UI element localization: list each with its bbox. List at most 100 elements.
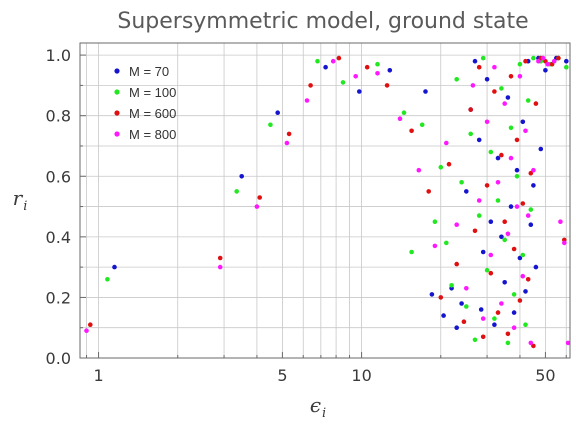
chart-title: Supersymmetric model, ground state: [117, 9, 528, 34]
plot-frame: [79, 42, 571, 359]
data-point: [523, 58, 528, 64]
x-axis-label-sub: i: [322, 406, 326, 421]
data-point: [511, 292, 517, 297]
data-point: [514, 137, 520, 143]
data-point: [528, 207, 534, 212]
data-point: [523, 289, 528, 294]
data-point: [470, 83, 476, 88]
data-point: [268, 122, 273, 128]
legend-marker: [114, 110, 120, 116]
data-point: [517, 61, 523, 67]
series-4: [84, 55, 571, 346]
data-point: [514, 204, 520, 209]
data-point: [508, 204, 514, 209]
data-point: [476, 198, 482, 203]
data-point: [525, 98, 531, 103]
series-1: [112, 55, 569, 331]
data-point: [505, 95, 511, 100]
data-point: [330, 58, 336, 64]
data-point: [468, 131, 474, 137]
data-points: [84, 55, 571, 349]
data-point: [545, 61, 550, 67]
data-point: [536, 58, 541, 64]
data-point: [446, 161, 452, 167]
legend-item: M = 600: [114, 106, 176, 121]
data-point: [112, 264, 117, 270]
data-point: [84, 328, 89, 334]
data-point: [492, 322, 497, 328]
data-point: [438, 295, 444, 300]
data-point: [488, 252, 494, 258]
data-point: [502, 237, 508, 243]
data-point: [499, 234, 504, 240]
data-point: [531, 343, 536, 349]
data-point: [454, 261, 460, 267]
data-point: [517, 298, 523, 303]
data-point: [375, 71, 380, 76]
data-point: [472, 58, 478, 64]
data-point: [520, 201, 526, 206]
x-tick-label: 50: [535, 366, 555, 385]
data-point: [531, 167, 536, 173]
legend-marker: [114, 131, 120, 137]
data-point: [525, 277, 531, 282]
data-point: [520, 119, 526, 125]
y-axis-label-main: r: [13, 186, 24, 210]
legend: M = 70 M = 100 M = 600 M = 800: [114, 64, 176, 142]
data-point: [495, 155, 501, 161]
data-point: [562, 240, 567, 246]
data-point: [480, 249, 486, 255]
data-point: [387, 68, 393, 73]
legend-item: M = 70: [114, 64, 169, 79]
data-point: [533, 264, 539, 270]
legend-label: M = 600: [129, 106, 176, 121]
data-point: [254, 204, 260, 209]
data-point: [505, 231, 511, 237]
data-point: [217, 255, 223, 261]
axis-ticks: [80, 54, 567, 359]
data-point: [538, 146, 544, 152]
y-tick-label: 0.2: [46, 288, 71, 307]
data-point: [468, 107, 474, 112]
data-point: [508, 125, 514, 131]
data-point: [478, 307, 484, 312]
data-point: [492, 89, 497, 94]
data-point: [423, 89, 428, 94]
x-tick-label: 1: [93, 366, 103, 385]
data-point: [401, 110, 407, 115]
data-point: [564, 64, 569, 70]
data-point: [461, 319, 467, 325]
data-point: [495, 198, 501, 203]
data-point: [488, 149, 494, 155]
data-point: [492, 316, 497, 321]
data-point: [531, 183, 536, 188]
data-point: [472, 337, 478, 343]
data-point: [531, 55, 536, 61]
data-point: [88, 322, 93, 328]
data-point: [239, 174, 244, 179]
data-point: [397, 116, 403, 121]
data-point: [511, 325, 517, 331]
data-point: [315, 58, 320, 64]
data-point: [514, 167, 520, 173]
data-point: [517, 255, 523, 261]
y-tick-label: 0.8: [46, 107, 71, 126]
data-point: [438, 164, 444, 170]
data-point: [508, 155, 514, 161]
data-point: [304, 98, 310, 103]
data-point: [472, 228, 478, 234]
data-point: [564, 58, 569, 64]
data-point: [499, 86, 504, 91]
data-point: [234, 189, 239, 194]
data-point: [540, 55, 546, 61]
data-point: [449, 283, 454, 288]
data-point: [495, 310, 501, 315]
data-point: [419, 122, 425, 128]
data-point: [484, 183, 490, 188]
data-point: [508, 74, 514, 79]
data-point: [480, 316, 486, 321]
data-point: [565, 340, 571, 346]
data-point: [528, 340, 534, 346]
